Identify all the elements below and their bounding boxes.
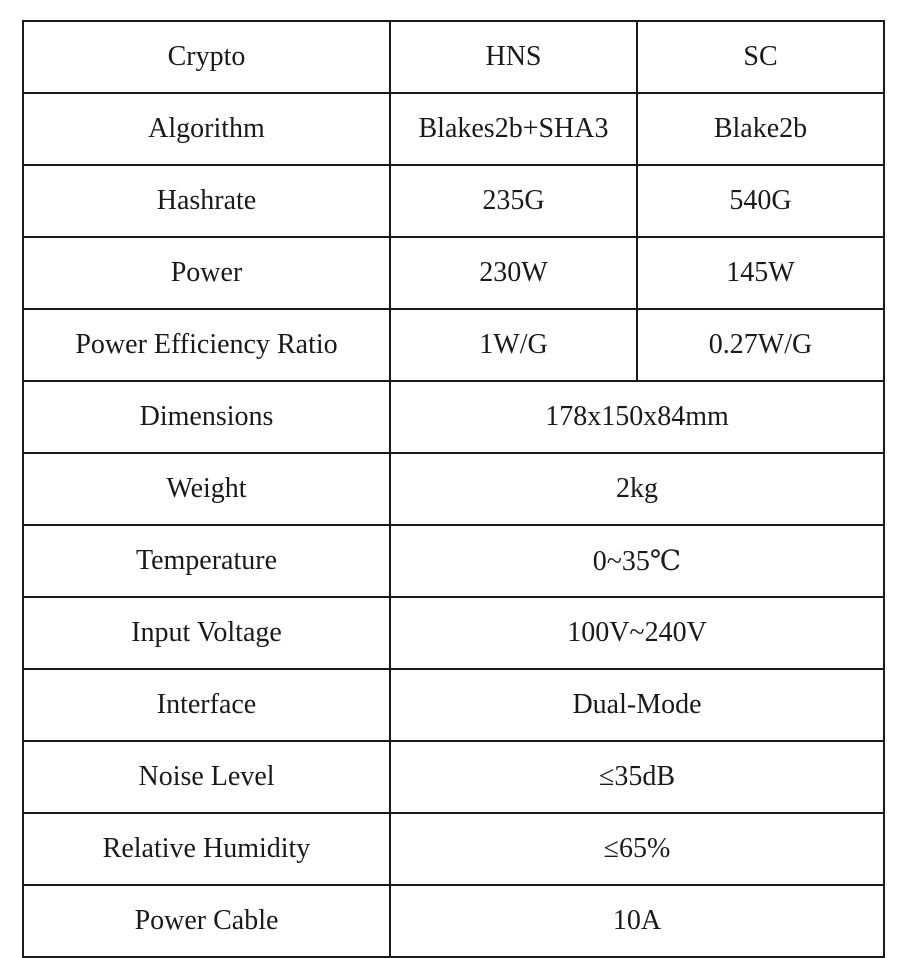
header-sc-cell: SC bbox=[636, 20, 885, 94]
table-row: Power Efficiency Ratio 1W/G 0.27W/G bbox=[22, 308, 885, 382]
row-label-cell: Dimensions bbox=[22, 380, 391, 454]
row-label-cell: Input Voltage bbox=[22, 596, 391, 670]
row-value-cell: 0~35℃ bbox=[389, 524, 885, 598]
table-row: Weight 2kg bbox=[22, 452, 885, 526]
table-row: Noise Level ≤35dB bbox=[22, 740, 885, 814]
row-value-cell: 178x150x84mm bbox=[389, 380, 885, 454]
row-sc-cell: 145W bbox=[636, 236, 885, 310]
row-label-cell: Hashrate bbox=[22, 164, 391, 238]
row-sc-cell: Blake2b bbox=[636, 92, 885, 166]
spec-table: Crypto HNS SC Algorithm Blakes2b+SHA3 Bl… bbox=[22, 20, 885, 958]
table-row: Hashrate 235G 540G bbox=[22, 164, 885, 238]
table-row: Relative Humidity ≤65% bbox=[22, 812, 885, 886]
table-row: Input Voltage 100V~240V bbox=[22, 596, 885, 670]
table-row: Interface Dual-Mode bbox=[22, 668, 885, 742]
header-hns-cell: HNS bbox=[389, 20, 638, 94]
row-label-cell: Temperature bbox=[22, 524, 391, 598]
row-hns-cell: 235G bbox=[389, 164, 638, 238]
table-header-row: Crypto HNS SC bbox=[22, 20, 885, 94]
row-hns-cell: Blakes2b+SHA3 bbox=[389, 92, 638, 166]
row-label-cell: Noise Level bbox=[22, 740, 391, 814]
row-value-cell: 100V~240V bbox=[389, 596, 885, 670]
row-hns-cell: 1W/G bbox=[389, 308, 638, 382]
table-row: Algorithm Blakes2b+SHA3 Blake2b bbox=[22, 92, 885, 166]
row-label-cell: Power Efficiency Ratio bbox=[22, 308, 391, 382]
header-label-cell: Crypto bbox=[22, 20, 391, 94]
row-label-cell: Power Cable bbox=[22, 884, 391, 958]
row-value-cell: Dual-Mode bbox=[389, 668, 885, 742]
row-label-cell: Algorithm bbox=[22, 92, 391, 166]
row-value-cell: ≤35dB bbox=[389, 740, 885, 814]
row-sc-cell: 0.27W/G bbox=[636, 308, 885, 382]
row-label-cell: Interface bbox=[22, 668, 391, 742]
row-label-cell: Weight bbox=[22, 452, 391, 526]
table-row: Power Cable 10A bbox=[22, 884, 885, 958]
row-hns-cell: 230W bbox=[389, 236, 638, 310]
table-row: Temperature 0~35℃ bbox=[22, 524, 885, 598]
row-label-cell: Power bbox=[22, 236, 391, 310]
row-value-cell: ≤65% bbox=[389, 812, 885, 886]
row-label-cell: Relative Humidity bbox=[22, 812, 391, 886]
table-row: Power 230W 145W bbox=[22, 236, 885, 310]
table-row: Dimensions 178x150x84mm bbox=[22, 380, 885, 454]
row-value-cell: 10A bbox=[389, 884, 885, 958]
row-value-cell: 2kg bbox=[389, 452, 885, 526]
row-sc-cell: 540G bbox=[636, 164, 885, 238]
